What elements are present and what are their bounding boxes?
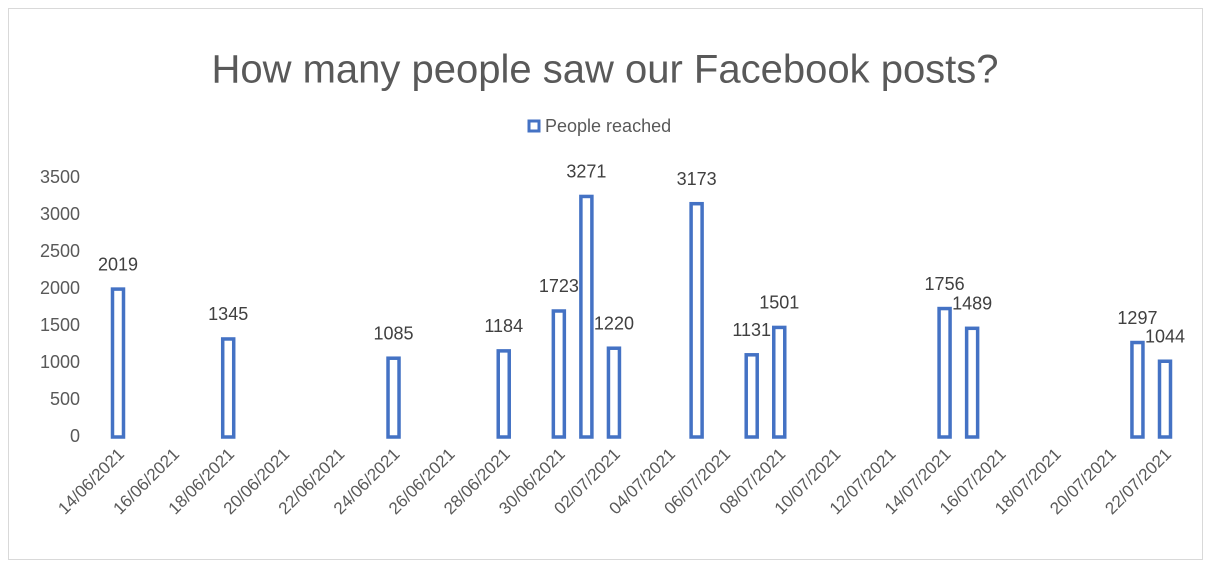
bar	[496, 349, 511, 439]
y-tick-label: 2000	[40, 278, 80, 298]
data-label: 1085	[374, 323, 414, 343]
bar	[937, 306, 952, 439]
chart-title: How many people saw our Facebook posts?	[211, 48, 998, 92]
data-label: 1501	[759, 293, 799, 313]
bar	[551, 309, 567, 439]
bar	[689, 201, 704, 439]
bar	[579, 194, 594, 439]
y-tick-label: 1000	[40, 352, 80, 372]
y-tick-label: 3000	[40, 204, 80, 224]
data-label: 1723	[539, 276, 579, 296]
bar	[386, 356, 401, 439]
data-label: 1297	[1117, 308, 1157, 328]
data-label: 3173	[677, 169, 717, 189]
bar	[220, 337, 236, 439]
bar	[606, 346, 622, 439]
legend-label: People reached	[545, 116, 671, 136]
data-label: 1345	[208, 304, 248, 324]
chart-border	[8, 8, 1203, 560]
bar	[1130, 340, 1145, 439]
bar	[110, 287, 126, 439]
y-tick-label: 3500	[40, 167, 80, 187]
bar	[744, 353, 759, 439]
y-tick-label: 1500	[40, 315, 80, 335]
data-label: 1044	[1145, 326, 1185, 346]
y-tick-label: 0	[70, 426, 80, 446]
bar	[772, 325, 787, 439]
data-label: 1220	[594, 313, 634, 333]
data-label: 1184	[484, 316, 523, 336]
y-tick-label: 2500	[40, 241, 80, 261]
data-label: 3271	[566, 162, 606, 182]
data-label: 1756	[925, 274, 965, 294]
data-label: 2019	[98, 254, 138, 274]
data-label: 1131	[732, 320, 771, 340]
bar	[1157, 359, 1173, 439]
bar	[964, 326, 980, 439]
legend-swatch	[527, 119, 541, 133]
data-label: 1489	[952, 294, 992, 314]
y-tick-label: 500	[50, 389, 80, 409]
